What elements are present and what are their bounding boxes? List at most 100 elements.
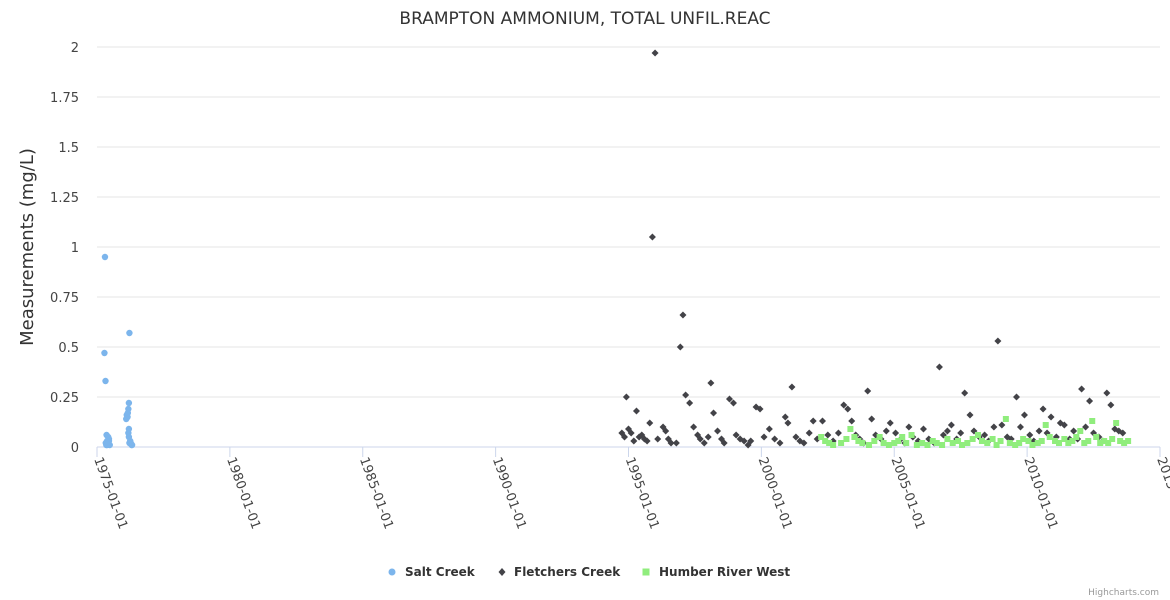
- data-point: [1034, 440, 1041, 446]
- x-tick-label: 2000-01-01: [755, 455, 795, 531]
- data-point: [838, 440, 845, 446]
- legend-item-fletchers-creek[interactable]: Fletchers Creek: [498, 565, 622, 579]
- data-point: [974, 432, 981, 438]
- x-tick-label: 2015-01-01: [1153, 455, 1170, 531]
- data-point: [959, 442, 966, 448]
- data-point: [765, 425, 773, 433]
- data-point: [929, 438, 936, 444]
- data-point: [648, 233, 656, 241]
- data-point: [1070, 427, 1078, 435]
- data-point: [1012, 393, 1020, 401]
- data-point: [989, 436, 996, 442]
- y-tick-label: 0.25: [50, 391, 79, 406]
- data-point: [998, 421, 1006, 429]
- data-point: [651, 49, 659, 57]
- legend-item-humber-river-west[interactable]: Humber River West: [642, 565, 791, 579]
- data-point: [1081, 440, 1088, 446]
- legend-marker-salt-creek: [388, 568, 396, 576]
- data-point: [784, 419, 792, 427]
- x-tick-label: 1980-01-01: [223, 455, 263, 531]
- x-tick-label: 1985-01-01: [356, 455, 396, 531]
- data-point: [788, 383, 796, 391]
- data-point: [662, 427, 670, 435]
- legend-label-salt-creek[interactable]: Salt Creek: [405, 565, 476, 579]
- data-point: [1061, 436, 1068, 442]
- data-point: [961, 389, 969, 397]
- legend-item-salt-creek[interactable]: Salt Creek: [388, 565, 476, 579]
- chart-title: BRAMPTON AMMONIUM, TOTAL UNFIL.REAC: [399, 9, 770, 29]
- data-point: [994, 337, 1002, 345]
- data-point: [792, 433, 800, 441]
- legend-label-fletchers-creek[interactable]: Fletchers Creek: [514, 565, 621, 579]
- data-point: [866, 442, 873, 448]
- y-axis-title: Measurements (mg/L): [17, 148, 38, 346]
- data-point: [997, 438, 1004, 444]
- data-point: [978, 438, 985, 444]
- data-point: [771, 435, 779, 443]
- data-point: [672, 439, 680, 447]
- legend-label-humber-river-west[interactable]: Humber River West: [659, 565, 790, 579]
- data-point: [1052, 438, 1059, 444]
- data-point: [632, 407, 640, 415]
- data-point: [848, 417, 856, 425]
- data-point: [844, 405, 852, 413]
- data-point: [880, 440, 887, 446]
- credits-link[interactable]: Highcharts.com: [1088, 588, 1159, 598]
- data-point: [1016, 440, 1023, 446]
- data-point: [103, 441, 111, 449]
- data-point: [676, 343, 684, 351]
- data-point: [818, 417, 826, 425]
- data-point: [747, 437, 755, 445]
- data-point: [1121, 440, 1128, 446]
- data-point: [1046, 434, 1053, 440]
- data-point: [990, 423, 998, 431]
- data-point: [851, 434, 858, 440]
- x-tick-label: 2005-01-01: [887, 455, 927, 531]
- data-point: [924, 442, 931, 448]
- data-point: [1077, 428, 1084, 434]
- data-point: [840, 401, 848, 409]
- data-point: [939, 442, 946, 448]
- data-point: [1047, 413, 1055, 421]
- series-humber-river-west: [818, 416, 1132, 448]
- data-point: [966, 411, 974, 419]
- data-point: [847, 426, 854, 432]
- data-point: [1065, 440, 1072, 446]
- data-point: [627, 429, 635, 437]
- x-tick-label: 1990-01-01: [489, 455, 529, 531]
- data-point: [101, 349, 108, 357]
- data-point: [822, 438, 829, 444]
- data-point: [630, 437, 638, 445]
- data-point: [682, 391, 690, 399]
- data-point: [714, 427, 722, 435]
- data-point: [908, 432, 915, 438]
- data-point: [700, 439, 708, 447]
- data-point: [800, 439, 808, 447]
- data-point: [1025, 438, 1032, 444]
- data-point: [1020, 411, 1028, 419]
- data-point: [969, 436, 976, 442]
- data-point: [1042, 422, 1049, 428]
- data-point: [1117, 438, 1124, 444]
- data-point: [646, 419, 654, 427]
- data-point: [696, 435, 704, 443]
- x-tick-label: 1975-01-01: [90, 455, 130, 531]
- data-point: [1119, 429, 1127, 437]
- data-point: [1035, 427, 1043, 435]
- data-point: [809, 417, 817, 425]
- data-point: [756, 405, 764, 413]
- data-point: [855, 438, 862, 444]
- legend: Salt Creek Fletchers Creek Humber River …: [388, 565, 791, 579]
- data-point: [1060, 421, 1068, 429]
- data-point: [1125, 438, 1132, 444]
- data-point: [643, 437, 651, 445]
- data-point: [1016, 423, 1024, 431]
- data-point: [126, 329, 133, 337]
- data-point: [943, 427, 951, 435]
- data-point: [826, 440, 833, 446]
- data-point: [740, 437, 748, 445]
- data-point: [981, 431, 989, 439]
- data-point: [1039, 405, 1047, 413]
- data-point: [1078, 385, 1086, 393]
